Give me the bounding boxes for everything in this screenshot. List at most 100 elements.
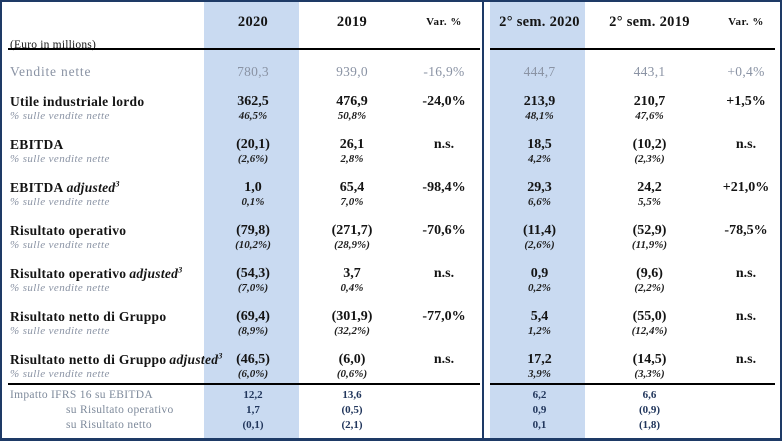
subvalue-sem-2020: 0,2% xyxy=(528,282,551,294)
column-gap xyxy=(484,63,492,81)
value-sem-2020: 444,7 xyxy=(523,64,556,79)
table-header: (Euro in millions) 2020 2019 Var. % 2° s… xyxy=(2,2,780,51)
subvalue-2020: (8,9%) xyxy=(237,325,269,337)
value-2020: 780,3 xyxy=(237,64,269,79)
highlight-band-2020 xyxy=(204,2,299,438)
table-row-ebitda: EBITDA (20,1) 26,1 n.s. 18,5 (10,2) n.s. xyxy=(2,136,780,153)
value-sem-2020: 29,3 xyxy=(527,180,552,195)
value-var-2: +0,4% xyxy=(727,64,765,79)
row-label-adjusted: adjusted xyxy=(169,352,219,367)
value-sem-2019: (52,9) xyxy=(632,223,667,238)
subvalue-sem-2019: (2,3%) xyxy=(634,153,665,165)
table-subrow-percent: % sulle vendite nette (2,6%) 2,8% 4,2% (… xyxy=(2,153,780,167)
column-gap xyxy=(484,282,492,296)
subvalue-2019: 50,8% xyxy=(337,110,367,122)
subrow-label: % sulle vendite nette xyxy=(10,239,110,251)
table-subrow-percent: % sulle vendite nette (6,0%) (0,6%) 3,9%… xyxy=(2,368,780,382)
table-row-risultato-operativo: Risultato operativo (79,8) (271,7) -70,6… xyxy=(2,222,780,239)
column-gap xyxy=(484,136,492,153)
column-gap xyxy=(484,388,492,403)
value-var-2 xyxy=(712,388,780,403)
subvalue-2020: (10,2%) xyxy=(235,239,271,251)
subvalue-sem-2019: (11,9%) xyxy=(631,239,668,251)
value-2020: 1,7 xyxy=(246,404,260,416)
ifrs-rule-right xyxy=(490,383,775,385)
value-sem-2019: (1,8) xyxy=(638,419,661,431)
subvalue-2019: 2,8% xyxy=(340,153,364,165)
subvalue-sem-2019: (12,4%) xyxy=(631,325,668,337)
value-var-1: -16,9% xyxy=(423,64,465,79)
row-label: Risultato netto di Gruppo adjusted3 xyxy=(2,351,222,368)
subvalue-2020: (2,6%) xyxy=(237,153,269,165)
value-var-1 xyxy=(404,403,484,418)
ifrs-row-risultato-operativo: su Risultato operativo 1,7 (0,5) 0,9 (0,… xyxy=(2,403,780,418)
subvalue-2019: 0,4% xyxy=(340,282,364,294)
value-2020: 1,0 xyxy=(244,180,262,195)
subvalue-2020: (6,0%) xyxy=(237,368,269,380)
value-2020: (54,3) xyxy=(236,266,270,281)
value-2020: (79,8) xyxy=(236,223,270,238)
subvalue-sem-2020: 4,2% xyxy=(528,153,551,165)
ifrs-rule-left xyxy=(8,383,480,385)
column-gap xyxy=(484,93,492,110)
column-header-sem-2020: 2° sem. 2020 xyxy=(499,14,580,30)
row-label-text: EBITDA xyxy=(10,180,64,195)
column-gap xyxy=(484,351,492,368)
value-sem-2019: 443,1 xyxy=(633,64,666,79)
subvalue-2020: (7,0%) xyxy=(237,282,269,294)
value-sem-2020: 5,4 xyxy=(530,309,549,324)
subvalue-sem-2019: (3,3%) xyxy=(634,368,665,380)
row-label-text: EBITDA xyxy=(10,137,64,152)
subvalue-sem-2020: 6,6% xyxy=(528,196,551,208)
ifrs-row-ebitda: Impatto IFRS 16 su EBITDA 12,2 13,6 6,2 … xyxy=(2,388,780,403)
subvalue-sem-2020: 1,2% xyxy=(528,325,551,337)
ifrs-row-label: su Risultato netto xyxy=(66,419,152,431)
row-label-text: Risultato operativo xyxy=(10,266,127,281)
column-gap xyxy=(484,179,492,196)
footnote-marker: 3 xyxy=(178,265,183,275)
subvalue-var-2 xyxy=(712,325,780,339)
value-sem-2019: (9,6) xyxy=(636,266,663,281)
column-gap xyxy=(484,325,492,339)
subvalue-sem-2020: 3,9% xyxy=(528,368,551,380)
value-sem-2019: (10,2) xyxy=(632,137,667,152)
value-sem-2019: (55,0) xyxy=(632,309,667,324)
value-2020: (46,5) xyxy=(236,352,270,367)
ifrs-row-risultato-netto: su Risultato netto (0,1) (2,1) 0,1 (1,8) xyxy=(2,418,780,433)
column-gap xyxy=(484,2,492,42)
value-2020: (69,4) xyxy=(236,309,270,324)
column-header-var-2: Var. % xyxy=(728,16,764,28)
subvalue-2019: (32,2%) xyxy=(334,325,370,337)
ifrs-row-label: Impatto IFRS 16 su EBITDA xyxy=(10,389,153,401)
row-label-text: Risultato netto di Gruppo xyxy=(10,352,167,367)
value-sem-2020: 0,9 xyxy=(530,266,549,281)
value-sem-2020: (11,4) xyxy=(522,223,557,238)
value-var-2: -78,5% xyxy=(724,223,768,238)
highlight-band-sem-2020 xyxy=(490,2,585,438)
value-2020: (20,1) xyxy=(236,137,270,152)
value-2020: 362,5 xyxy=(237,94,269,109)
value-2019: 26,1 xyxy=(339,137,365,152)
value-var-1 xyxy=(404,388,484,403)
table-row-utile-industriale-lordo: Utile industriale lordo 362,5 476,9 -24,… xyxy=(2,93,780,110)
subvalue-var-2 xyxy=(712,282,780,296)
value-var-2: +1,5% xyxy=(726,94,766,109)
column-header-var-1: Var. % xyxy=(426,16,462,28)
table-subrow-percent: % sulle vendite nette (10,2%) (28,9%) (2… xyxy=(2,239,780,253)
value-var-1: n.s. xyxy=(433,266,455,281)
ifrs16-impact-section: Impatto IFRS 16 su EBITDA 12,2 13,6 6,2 … xyxy=(2,388,780,433)
subvalue-var-1 xyxy=(404,282,484,296)
value-2019: 13,6 xyxy=(342,389,362,401)
column-gap xyxy=(484,239,492,253)
column-header-2019: 2019 xyxy=(336,14,368,30)
value-var-2: n.s. xyxy=(735,309,757,324)
vertical-divider xyxy=(482,2,484,438)
value-sem-2020: 17,2 xyxy=(527,352,552,367)
row-label-adjusted: adjusted xyxy=(129,266,179,281)
subvalue-var-2 xyxy=(712,196,780,210)
value-var-1: -70,6% xyxy=(422,223,466,238)
value-sem-2019: 6,6 xyxy=(642,389,657,401)
row-label-text: Risultato operativo xyxy=(10,223,127,238)
column-header-sem-2019: 2° sem. 2019 xyxy=(609,14,690,30)
table-row-risultato-netto-di-gruppo: Risultato netto di Gruppo (69,4) (301,9)… xyxy=(2,308,780,325)
